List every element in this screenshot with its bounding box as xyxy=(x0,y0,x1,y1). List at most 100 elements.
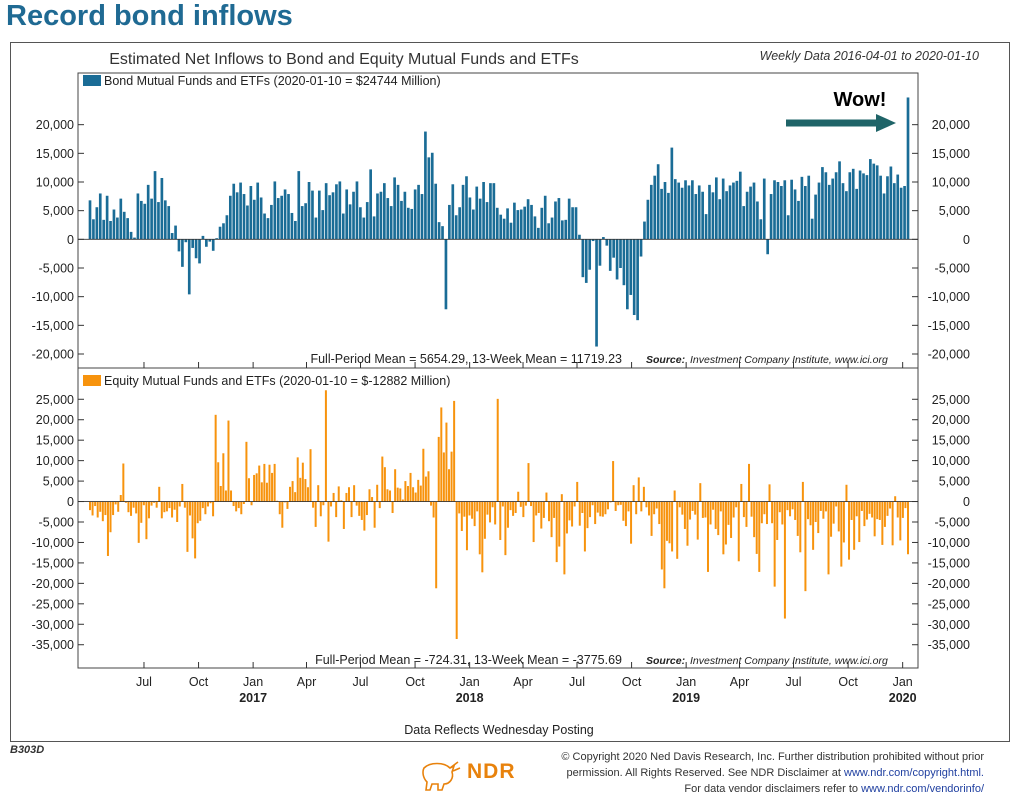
equity-bar xyxy=(689,501,692,520)
bond-bar xyxy=(543,195,547,240)
bond-bar xyxy=(116,217,119,240)
bond-bar xyxy=(790,179,793,240)
equity-bar xyxy=(201,501,204,509)
copyright-link[interactable]: www.ndr.com/copyright.html. xyxy=(844,767,984,779)
date-note: Weekly Data 2016-04-01 to 2020-01-10 xyxy=(760,49,979,63)
equity-bar xyxy=(363,501,366,531)
bond-bar xyxy=(287,194,290,240)
equity-bar xyxy=(99,501,102,512)
equity-bar xyxy=(322,501,325,506)
equity-bar xyxy=(214,414,217,502)
bond-bar xyxy=(146,184,150,240)
y-tick-label-left: -20,000 xyxy=(32,348,74,362)
bond-bar xyxy=(88,200,92,240)
bond-bar xyxy=(824,172,828,240)
equity-bar xyxy=(501,501,504,507)
equity-bar xyxy=(150,501,153,506)
x-year-label: 2020 xyxy=(889,691,917,705)
equity-bar xyxy=(681,501,684,515)
equity-bar xyxy=(753,501,756,538)
bond-bar xyxy=(235,192,239,240)
equity-bar xyxy=(789,501,792,517)
bond-bar xyxy=(810,218,814,240)
equity-bar xyxy=(340,500,343,502)
equity-bar xyxy=(499,501,502,540)
x-tick-label: Oct xyxy=(405,675,425,689)
bond-bar xyxy=(338,181,342,240)
equity-bar xyxy=(135,501,138,514)
y-tick-label-left: -35,000 xyxy=(32,638,74,652)
equity-bar xyxy=(640,501,643,512)
bond-bar xyxy=(242,194,246,240)
bond-bar xyxy=(591,239,595,242)
x-tick-label: Jan xyxy=(676,675,696,689)
equity-bar xyxy=(286,501,289,509)
bond-bar xyxy=(170,233,174,240)
equity-bar xyxy=(101,501,104,522)
bond-bar xyxy=(468,197,472,240)
bond-bar xyxy=(574,207,578,240)
bond-bar xyxy=(129,231,133,240)
equity-bar xyxy=(722,501,725,555)
equity-bar xyxy=(560,494,563,502)
vendor-link[interactable]: www.ndr.com/vendorinfo/ xyxy=(861,783,984,795)
equity-bar xyxy=(632,485,635,502)
equity-bar xyxy=(355,501,358,506)
bond-bar xyxy=(345,189,349,240)
bond-bar xyxy=(341,213,345,240)
equity-bar xyxy=(114,501,117,505)
equity-bar xyxy=(755,501,758,554)
equity-bar xyxy=(306,487,309,502)
equity-bar xyxy=(542,501,545,518)
y-tick-label-left: 10,000 xyxy=(36,176,74,190)
bond-bar xyxy=(112,209,116,240)
x-tick-label: Jul xyxy=(786,675,802,689)
x-tick-label: Jan xyxy=(893,675,913,689)
equity-bar xyxy=(863,501,866,527)
bond-bar xyxy=(348,204,352,240)
equity-bar xyxy=(904,501,907,509)
bond-bar xyxy=(430,152,434,240)
equity-bar xyxy=(865,501,868,520)
equity-bar xyxy=(830,501,833,537)
equity-bar xyxy=(548,501,550,522)
equity-bar xyxy=(648,501,651,516)
copyright-line-3: For data vendor disclaimers refer to www… xyxy=(524,781,984,797)
equity-bar xyxy=(455,501,458,639)
equity-bar xyxy=(673,490,676,502)
equity-bar xyxy=(524,501,527,506)
bond-bar xyxy=(547,223,550,240)
equity-bar xyxy=(748,463,751,502)
equity-bar xyxy=(109,501,112,533)
bond-bar xyxy=(879,175,882,240)
equity-bar xyxy=(445,422,448,502)
equity-bar xyxy=(868,501,871,514)
bond-bar xyxy=(478,198,482,240)
equity-bar xyxy=(522,501,525,518)
bond-bar xyxy=(704,214,708,240)
equity-bar xyxy=(786,501,789,511)
equity-bar xyxy=(814,501,817,522)
bond-bar xyxy=(184,239,188,243)
bond-bar xyxy=(550,217,554,240)
equity-bar xyxy=(853,501,856,550)
bond-bar xyxy=(434,183,438,240)
chart-frame xyxy=(10,42,1010,742)
equity-bar xyxy=(317,485,320,502)
equity-bar xyxy=(271,472,274,502)
bond-bar xyxy=(687,185,691,240)
x-year-label: 2017 xyxy=(239,691,267,705)
equity-bar xyxy=(709,501,712,525)
equity-bar xyxy=(278,501,281,515)
equity-bar xyxy=(504,501,507,556)
bond-bar xyxy=(205,239,208,247)
equity-bar xyxy=(565,501,568,534)
bond-bar xyxy=(324,183,328,240)
bond-bar xyxy=(509,222,513,240)
bond-bar xyxy=(581,239,585,278)
equity-bar xyxy=(494,501,497,525)
bond-bar xyxy=(263,213,266,240)
y-tick-label-right: 5,000 xyxy=(939,204,970,218)
equity-bar xyxy=(176,501,179,522)
